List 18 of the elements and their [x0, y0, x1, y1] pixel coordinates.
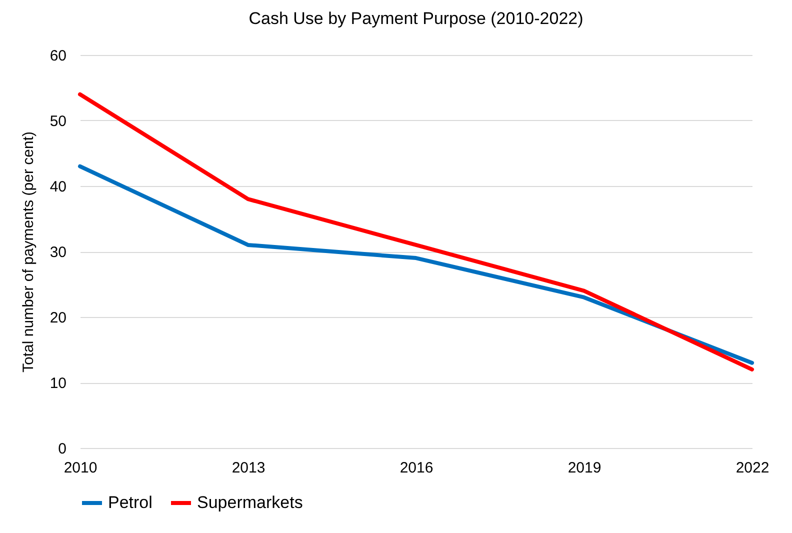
- y-tick-label: 20: [50, 310, 66, 326]
- y-tick-label: 50: [50, 113, 66, 130]
- line-series: [78, 92, 754, 372]
- y-tick-label: 0: [58, 440, 66, 458]
- legend-label: Supermarkets: [197, 493, 303, 512]
- y-axis-title: Total number of payments (per cent): [20, 132, 37, 372]
- x-tick-label: 2022: [736, 460, 770, 476]
- y-tick-label: 60: [50, 48, 66, 64]
- y-tick-label: 10: [50, 375, 66, 392]
- x-tick-label: 2013: [232, 460, 266, 476]
- x-tick-label: 2016: [400, 460, 434, 476]
- x-tick-label: 2019: [568, 460, 602, 476]
- legend-label: Petrol: [108, 493, 152, 512]
- y-tick-label: 40: [50, 178, 66, 196]
- line-series: [78, 164, 754, 365]
- chart-title: Cash Use by Payment Purpose (2010-2022): [248, 9, 584, 28]
- y-tick-label: 30: [50, 244, 66, 261]
- x-tick-label: 2010: [64, 460, 98, 476]
